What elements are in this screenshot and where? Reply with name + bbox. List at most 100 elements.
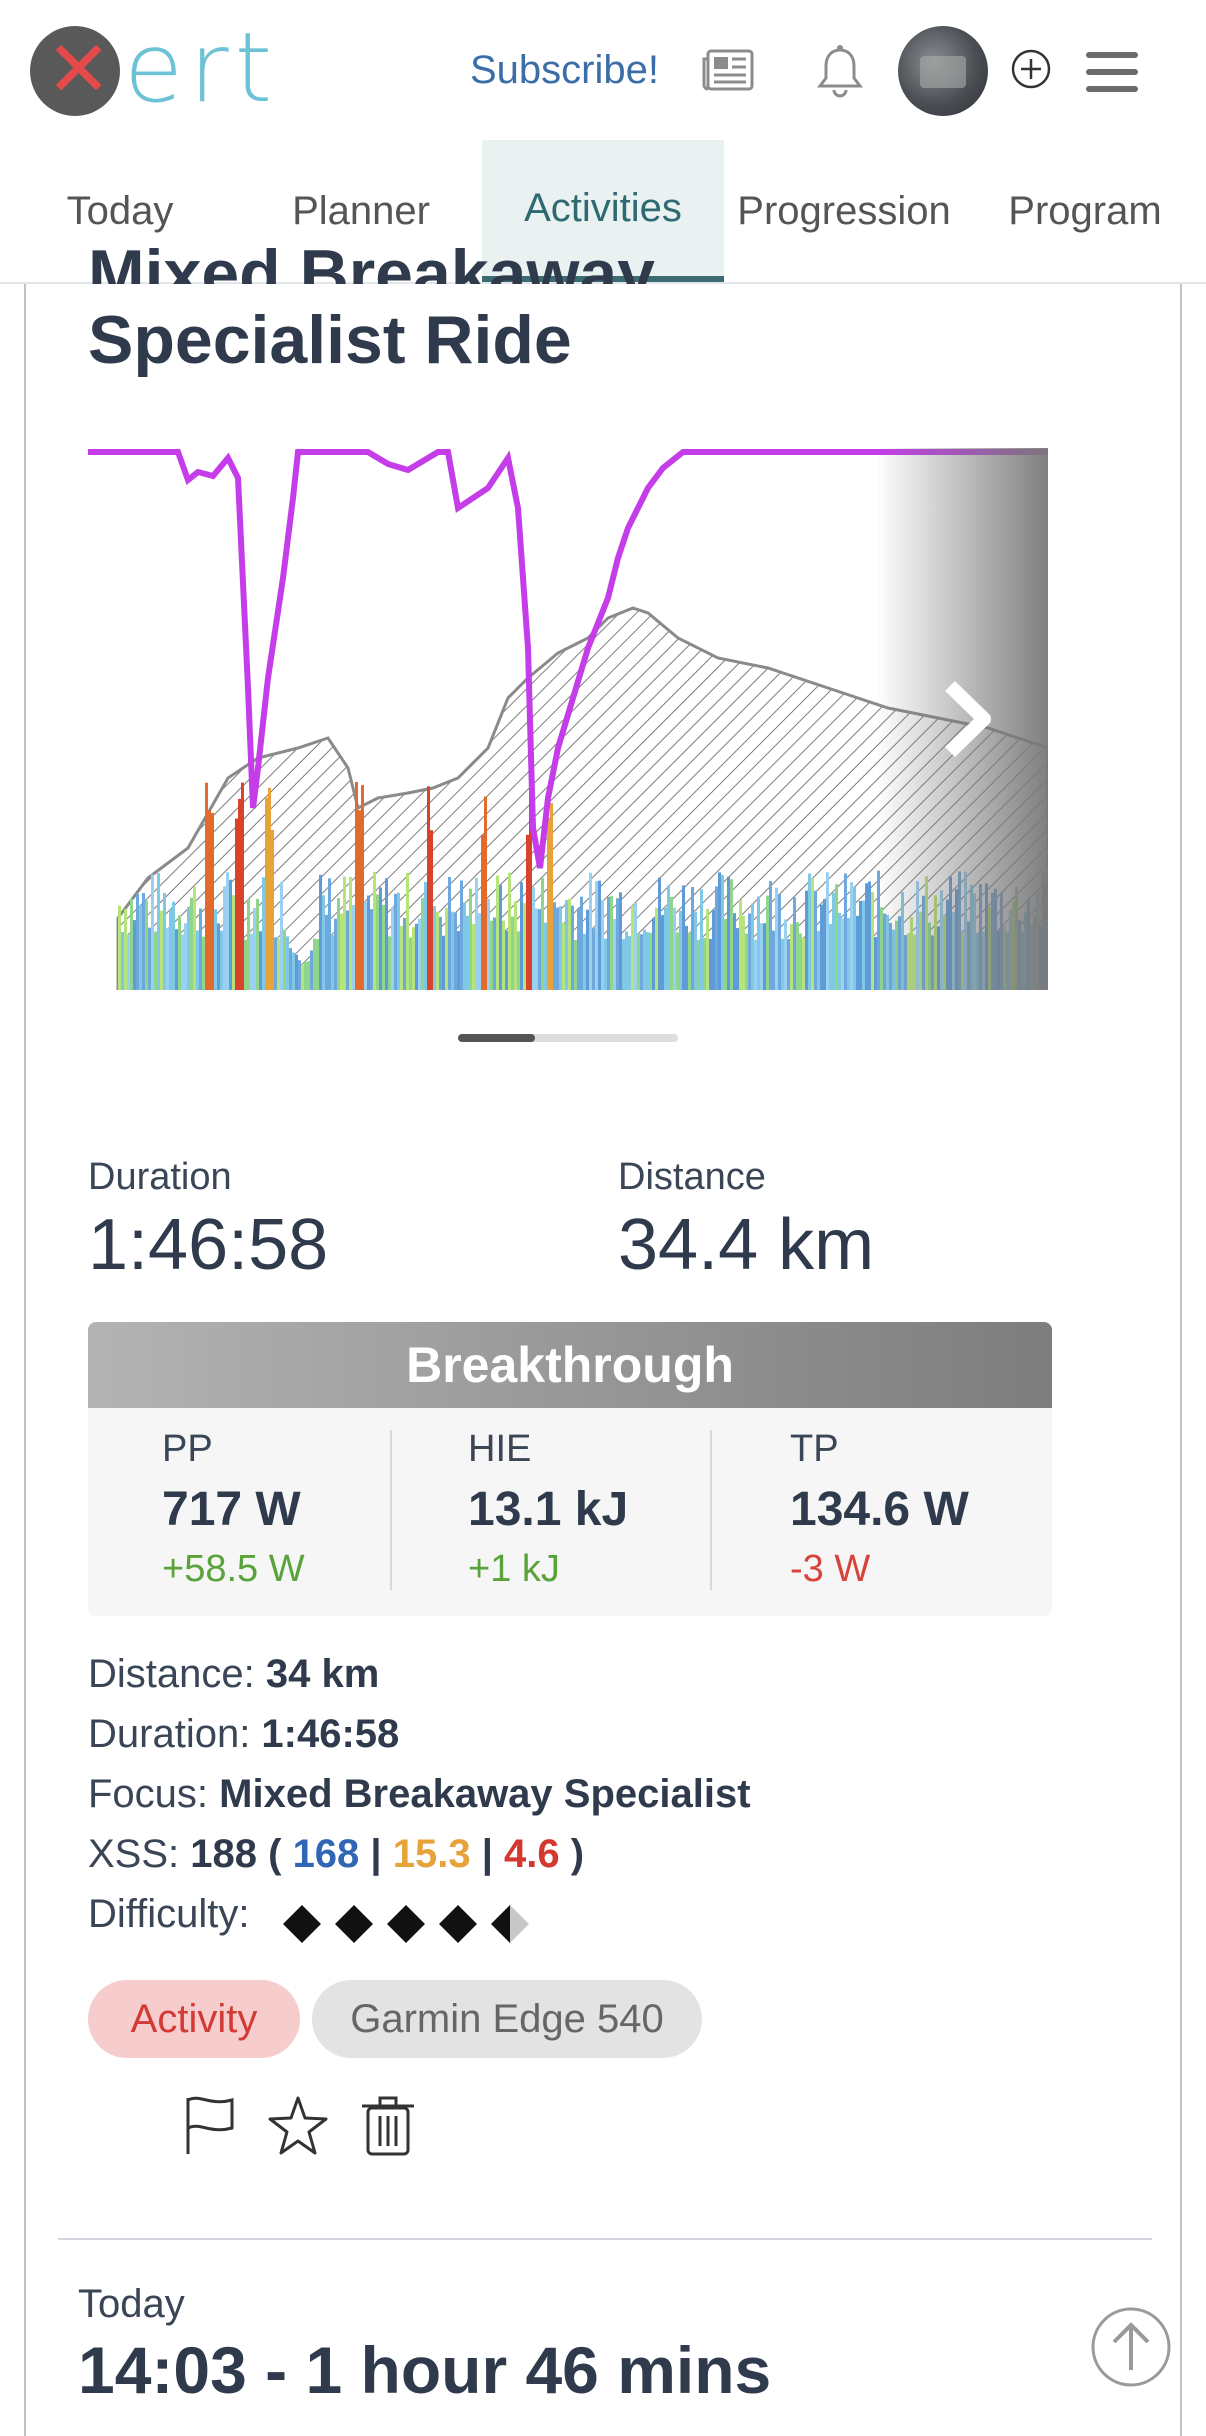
bell-icon[interactable] xyxy=(814,44,866,100)
newspaper-icon[interactable] xyxy=(702,45,756,95)
power-bar xyxy=(580,896,583,990)
power-bar xyxy=(847,917,850,990)
power-bar xyxy=(682,885,685,990)
power-bar xyxy=(835,884,838,990)
power-bar xyxy=(382,904,385,990)
logo-circle xyxy=(30,26,120,116)
user-avatar[interactable] xyxy=(898,26,988,116)
xss-sep: | xyxy=(470,1832,505,1876)
power-bar xyxy=(373,871,376,990)
power-bar xyxy=(679,910,682,990)
power-bar xyxy=(709,938,712,990)
power-bar xyxy=(763,923,766,990)
power-bar xyxy=(280,881,283,990)
power-bar xyxy=(697,939,700,990)
hie-delta: +1 kJ xyxy=(468,1548,560,1590)
power-bar xyxy=(529,784,532,990)
power-bar xyxy=(451,911,454,990)
power-bar xyxy=(823,899,826,990)
power-bar xyxy=(307,961,310,990)
tab-activities[interactable]: Activities xyxy=(482,140,724,282)
power-bar xyxy=(328,878,331,990)
tag-activity[interactable]: Activity xyxy=(88,1980,300,2058)
power-bar xyxy=(772,930,775,990)
carousel-track[interactable] xyxy=(458,1034,678,1042)
flag-icon[interactable] xyxy=(180,2092,240,2158)
power-bar xyxy=(796,922,799,990)
power-bar xyxy=(289,947,292,990)
star-icon[interactable] xyxy=(268,2092,328,2158)
power-bar xyxy=(754,939,757,990)
power-bar xyxy=(151,874,154,990)
power-bar xyxy=(601,900,604,990)
next-entry-time[interactable]: 14:03 - 1 hour 46 mins xyxy=(78,2333,772,2407)
power-bar xyxy=(541,877,544,990)
power-bar xyxy=(283,929,286,990)
power-bar xyxy=(439,916,442,990)
tag-device[interactable]: Garmin Edge 540 xyxy=(312,1980,702,2058)
power-bar xyxy=(226,872,229,990)
add-icon[interactable] xyxy=(1010,48,1052,90)
power-bar xyxy=(523,903,526,990)
power-bar xyxy=(376,894,379,990)
power-bar xyxy=(193,886,196,990)
power-bar xyxy=(370,909,373,990)
power-bar xyxy=(640,934,643,990)
xss-label: XSS: xyxy=(88,1832,191,1876)
carousel-thumb[interactable] xyxy=(458,1034,535,1042)
xert-logo[interactable]: ✕ ert xyxy=(28,18,308,124)
power-bar xyxy=(229,879,232,990)
power-bar xyxy=(424,881,427,990)
power-bar xyxy=(742,915,745,990)
power-bar xyxy=(646,932,649,990)
power-bar xyxy=(340,913,343,990)
subscribe-link[interactable]: Subscribe! xyxy=(470,48,659,92)
scroll-to-top-icon[interactable] xyxy=(1090,2306,1172,2388)
power-bar xyxy=(214,909,217,990)
app-header: ✕ ert Subscribe! xyxy=(0,0,1206,140)
power-bar xyxy=(157,873,160,990)
power-bar xyxy=(346,910,349,990)
power-bar xyxy=(295,954,298,990)
power-bar xyxy=(808,873,811,990)
power-bar xyxy=(172,901,175,990)
power-bar xyxy=(493,917,496,990)
hamburger-menu-icon[interactable] xyxy=(1084,50,1140,94)
power-bar xyxy=(814,890,817,990)
power-bar xyxy=(190,897,193,990)
power-bar xyxy=(133,920,136,990)
power-bar xyxy=(367,895,370,990)
chevron-right-icon[interactable] xyxy=(932,674,1002,764)
power-bar xyxy=(277,938,280,990)
power-bar xyxy=(298,960,301,990)
power-bar xyxy=(178,915,181,990)
power-bar xyxy=(559,906,562,990)
tab-today[interactable]: Today xyxy=(66,188,174,233)
power-bar xyxy=(802,937,805,990)
section-divider xyxy=(58,2238,1152,2240)
chart-fade-overlay xyxy=(876,448,1048,990)
pp-label: PP xyxy=(162,1428,213,1470)
power-bar xyxy=(700,889,703,990)
power-bar xyxy=(463,902,466,990)
power-bar xyxy=(574,939,577,990)
power-bar xyxy=(613,919,616,990)
power-bar xyxy=(412,927,415,990)
power-bar xyxy=(181,934,184,990)
tab-progression[interactable]: Progression xyxy=(737,188,951,233)
power-bar xyxy=(343,876,346,990)
power-bar xyxy=(208,810,211,990)
power-bar xyxy=(391,907,394,990)
power-bar xyxy=(661,914,664,990)
power-bar xyxy=(592,928,595,990)
tab-program[interactable]: Program xyxy=(1008,188,1162,233)
power-bar xyxy=(322,895,325,990)
tp-delta: -3 W xyxy=(790,1548,871,1590)
tab-planner[interactable]: Planner xyxy=(292,188,430,233)
breakthrough-stats: PP 717 W +58.5 W HIE 13.1 kJ +1 kJ TP 13… xyxy=(88,1408,1052,1616)
trash-icon[interactable] xyxy=(358,2092,418,2158)
power-bar xyxy=(733,913,736,990)
power-bar xyxy=(124,908,127,990)
power-bar xyxy=(160,910,163,990)
activity-title[interactable]: Specialist Ride xyxy=(88,302,572,378)
